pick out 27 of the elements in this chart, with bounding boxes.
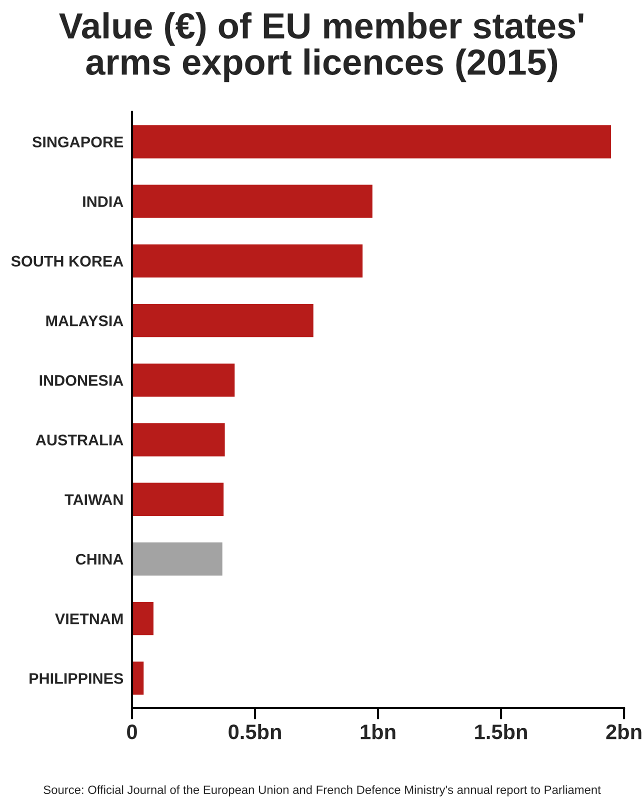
bar <box>132 183 374 220</box>
bar <box>132 124 612 160</box>
y-tick-label: SINGAPORE <box>32 136 124 148</box>
bar <box>132 422 226 458</box>
bar <box>132 541 224 577</box>
y-tick-label: TAIWAN <box>64 494 123 505</box>
bar <box>132 302 315 339</box>
x-tick-label: 0 <box>127 724 137 740</box>
x-tick-label: 1bn <box>360 724 396 740</box>
x-tick-label: 1.5bn <box>475 724 527 740</box>
bar <box>132 600 155 637</box>
y-tick-label: CHINA <box>76 554 124 565</box>
y-tick-label: PHILIPPINES <box>30 673 124 684</box>
y-tick-label: INDIA <box>83 196 124 207</box>
y-tick-label: SOUTH KOREA <box>11 256 124 267</box>
x-tick-label: 2bn <box>606 724 642 740</box>
bar <box>132 481 225 518</box>
x-tick-label: 0.5bn <box>228 724 281 740</box>
source-note: Source: Official Journal of the European Union and French Defence Ministry's annual report to Parliament <box>44 785 601 796</box>
y-tick-label: VIETNAM <box>55 614 123 624</box>
bar <box>132 362 236 398</box>
y-tick-label: INDONESIA <box>40 375 124 386</box>
chart-title: Value (€) of EU member states' arms export licences (2015) <box>59 12 584 82</box>
y-tick-label: MALAYSIA <box>46 315 124 326</box>
bar <box>132 242 364 279</box>
y-tick-label: AUSTRALIA <box>36 434 124 446</box>
bar <box>132 660 146 696</box>
